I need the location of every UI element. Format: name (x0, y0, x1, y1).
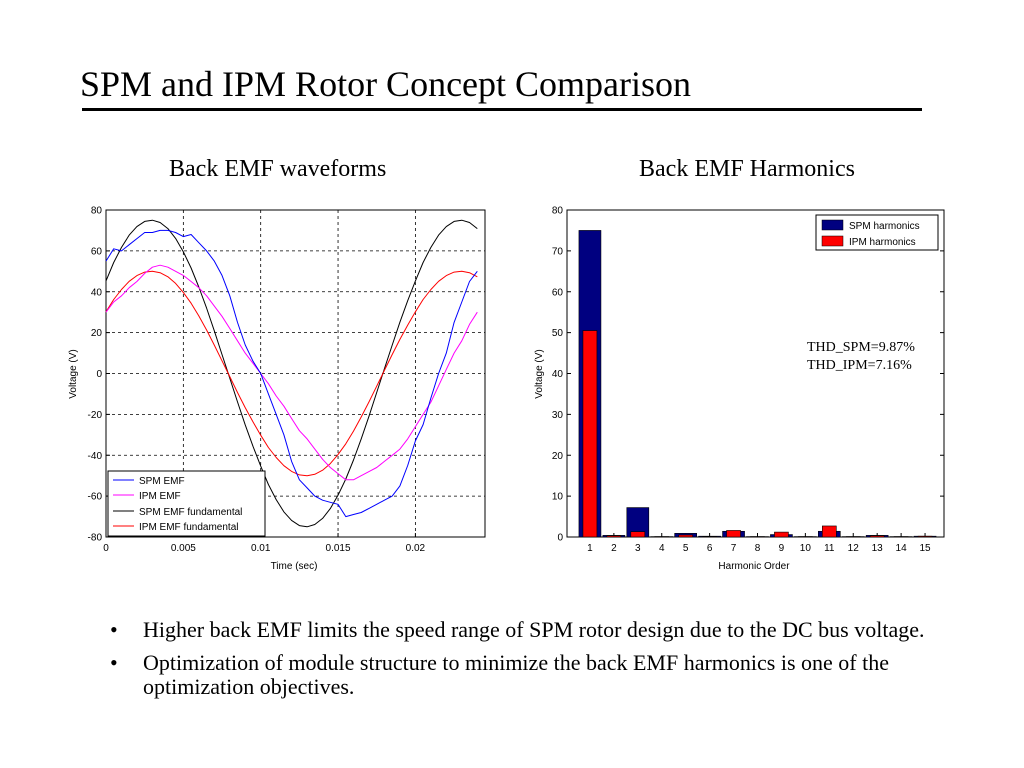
waveform-y-tick-label: 20 (91, 328, 103, 339)
harmonics-y-tick-label: 80 (552, 206, 564, 217)
waveform-x-tick-label: 0.02 (406, 543, 426, 554)
harmonics-x-tick-label: 14 (896, 543, 908, 554)
harmonics-x-tick-label: 3 (635, 543, 641, 554)
waveform-y-tick-label: -20 (88, 410, 103, 421)
waveform-y-tick-label: 80 (91, 206, 103, 217)
harmonics-y-tick-label: 70 (552, 246, 564, 257)
harmonics-x-tick-label: 4 (659, 543, 665, 554)
title-underline (82, 108, 922, 111)
harmonics-x-tick-label: 15 (919, 543, 931, 554)
waveform-y-tick-label: -60 (88, 492, 103, 503)
ipm-harmonic-bar (798, 536, 813, 538)
harmonics-x-tick-label: 2 (611, 543, 617, 554)
ipm-harmonic-bar (606, 535, 622, 538)
ipm-harmonic-bar (774, 531, 789, 538)
ipm-harmonic-bar (678, 534, 693, 538)
waveform-x-tick-label: 0 (103, 543, 109, 554)
waveform-x-tick-label: 0.01 (251, 543, 271, 554)
bullet-text: Higher back EMF limits the speed range o… (143, 617, 925, 642)
legend-label-spm-harmonics: SPM harmonics (849, 221, 920, 232)
waveform-series (105, 219, 478, 528)
ipm-fundamental-line (105, 270, 478, 477)
bullet-glyph: • (110, 617, 118, 642)
ipm-harmonic-bar (869, 535, 885, 538)
waveform-y-tick-label: -40 (88, 451, 103, 462)
ipm-emf-line (105, 264, 478, 481)
waveform-x-tick-label: 0.015 (326, 543, 351, 554)
harmonics-y-tick-label: 0 (557, 533, 563, 544)
legend-label-ipm-fundamental: IPM EMF fundamental (139, 522, 238, 533)
harmonics-x-tick-label: 11 (824, 543, 835, 554)
spm-fundamental-line (105, 219, 478, 528)
harmonics-legend: SPM harmonics IPM harmonics (815, 214, 939, 251)
legend-swatch-spm-harmonics (821, 219, 844, 231)
harmonics-chart-title: Back EMF Harmonics (639, 156, 855, 182)
ipm-harmonic-bar (750, 536, 765, 538)
harmonics-bars (578, 230, 937, 538)
legend-label-spm-emf: SPM EMF (139, 476, 185, 487)
harmonics-x-axis-label: Harmonic Order (718, 561, 790, 572)
waveform-x-tick-label: 0.005 (171, 543, 196, 554)
ipm-harmonic-bar (630, 531, 646, 538)
ipm-harmonic-bar (822, 525, 837, 538)
harmonics-x-tick-label: 13 (872, 543, 884, 554)
harmonics-y-tick-label: 30 (552, 410, 564, 421)
harmonics-x-tick-label: 5 (683, 543, 689, 554)
bullet-text: Optimization of module structure to mini… (143, 650, 890, 699)
bullet-item: • Optimization of module structure to mi… (110, 651, 940, 699)
waveform-y-tick-label: -80 (88, 533, 103, 544)
spm-emf-line (105, 229, 478, 518)
waveform-y-tick-label: 60 (91, 246, 103, 257)
harmonics-y-tick-label: 40 (552, 369, 564, 380)
harmonics-y-tick-label: 60 (552, 287, 564, 298)
harmonics-x-tick-label: 7 (731, 543, 737, 554)
harmonics-x-tick-label: 6 (707, 543, 713, 554)
harmonics-x-tick-label: 8 (755, 543, 761, 554)
ipm-harmonic-bar (726, 530, 741, 538)
waveform-chart: 0 0.005 0.01 0.015 0.02 -80 -60 -40 -20 0 20 40 60 80… (68, 206, 486, 572)
waveform-y-axis-label: Voltage (V) (68, 349, 79, 398)
bullet-glyph: • (110, 650, 118, 675)
legend-label-ipm-harmonics: IPM harmonics (849, 237, 916, 248)
harmonics-y-tick-label: 10 (552, 492, 564, 503)
ipm-harmonic-bar (845, 536, 861, 538)
waveform-chart-title: Back EMF waveforms (169, 156, 387, 182)
harmonics-y-tick-label: 20 (552, 451, 564, 462)
ipm-harmonic-bar (917, 535, 933, 538)
waveform-y-tick-label: 40 (91, 287, 103, 298)
harmonics-y-axis-label: Voltage (V) (534, 349, 545, 398)
waveform-legend: SPM EMF IPM EMF SPM EMF fundamental IPM … (107, 470, 266, 537)
ipm-harmonic-bar (893, 536, 909, 538)
bullet-list: • Higher back EMF limits the speed range… (110, 618, 940, 708)
harmonics-x-tick-label: 12 (848, 543, 860, 554)
ipm-harmonic-bar (702, 536, 717, 538)
slide-title: SPM and IPM Rotor Concept Comparison (80, 64, 692, 104)
waveform-y-tick-label: 0 (96, 369, 102, 380)
harmonics-x-tick-label: 9 (779, 543, 785, 554)
harmonics-plot-area (566, 209, 945, 538)
thd-ipm-annotation: THD_IPM=7.16% (807, 358, 912, 373)
waveform-ticks: 0 0.005 0.01 0.015 0.02 -80 -60 -40 -20 0 20 40 60 80 (88, 206, 426, 555)
legend-label-ipm-emf: IPM EMF (139, 491, 181, 502)
ipm-harmonic-bar (654, 536, 670, 538)
waveform-x-axis-label: Time (sec) (271, 561, 318, 572)
harmonics-y-tick-label: 50 (552, 328, 564, 339)
harmonics-x-tick-label: 10 (800, 543, 812, 554)
ipm-harmonic-bar (582, 330, 598, 538)
waveform-legend-box (107, 470, 266, 537)
legend-swatch-ipm-harmonics (821, 235, 844, 247)
harmonics-x-tick-label: 1 (587, 543, 593, 554)
legend-label-spm-fundamental: SPM EMF fundamental (139, 507, 242, 518)
bullet-item: • Higher back EMF limits the speed range… (110, 618, 940, 642)
thd-spm-annotation: THD_SPM=9.87% (807, 340, 915, 355)
